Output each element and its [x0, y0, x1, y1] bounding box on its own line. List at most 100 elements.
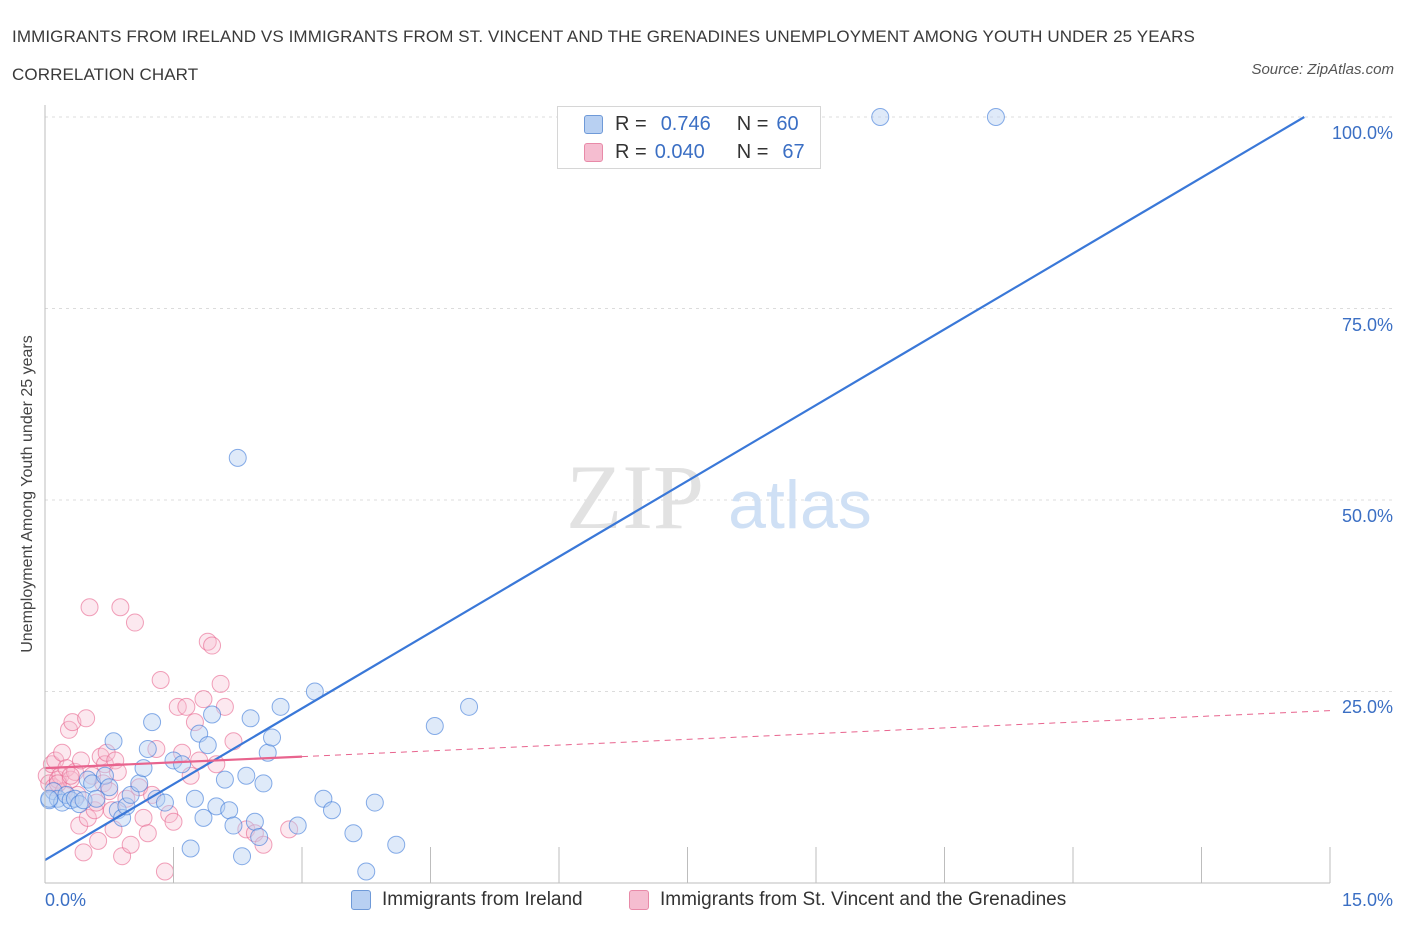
correlation-legend: R = 0.746 N = 60 R = 0.040 N = 67	[557, 106, 821, 169]
ireland-point-14	[104, 732, 123, 751]
grid-lines	[45, 116, 1395, 692]
ireland-point-31	[198, 736, 217, 755]
watermark-zip: ZIP	[566, 446, 704, 548]
ireland-point-20	[134, 759, 153, 778]
legend-r-value-stvincent: 0.040	[654, 140, 705, 163]
ireland-point-54	[387, 835, 406, 854]
series-ireland-points	[40, 108, 1005, 881]
ireland-point-37	[228, 448, 247, 467]
ireland-point-52	[357, 862, 376, 881]
stvincent-point-18	[77, 709, 96, 728]
ireland-point-21	[138, 739, 157, 758]
stvincent-point-19	[78, 808, 97, 827]
bottom-legend-ireland: Immigrants from Ireland	[351, 889, 583, 911]
watermark-atlas: atlas	[728, 467, 872, 543]
ireland-point-45	[263, 728, 282, 747]
ireland-point-12	[95, 766, 114, 785]
ireland-point-25	[164, 751, 183, 770]
stvincent-point-50	[177, 697, 196, 716]
ireland-point-51	[344, 824, 363, 843]
ireland-point-41	[245, 812, 264, 831]
stvincent-point-7	[53, 743, 72, 762]
ireland-point-35	[220, 801, 239, 820]
stvincent-point-54	[194, 690, 213, 709]
legend-r-value-ireland: 0.746	[660, 112, 711, 135]
y-tick-label-50: 50.0%	[1341, 506, 1393, 526]
stvincent-point-12	[63, 713, 82, 732]
ireland-point-26	[173, 755, 192, 774]
ireland-point-16	[113, 808, 132, 827]
chart-title: IMMIGRANTS FROM IRELAND VS IMMIGRANTS FR…	[12, 27, 1195, 84]
ireland-point-43	[254, 774, 273, 793]
ireland-point-8	[74, 791, 93, 810]
stvincent-point-52	[185, 713, 204, 732]
stvincent-point-34	[111, 598, 130, 617]
ireland-point-34	[215, 770, 234, 789]
ireland-point-39	[237, 766, 256, 785]
stvincent-point-37	[121, 835, 140, 854]
bottom-legend-label-ireland: Immigrants from Ireland	[382, 889, 583, 910]
bottom-legend-stvincent: Immigrants from St. Vincent and the Gren…	[629, 889, 1066, 911]
stvincent-point-58	[211, 674, 230, 693]
ireland-point-28	[185, 789, 204, 808]
trend-lines	[44, 116, 1331, 861]
axes	[44, 105, 1331, 884]
ireland-point-36	[224, 816, 243, 835]
stvincent-point-16	[71, 751, 90, 770]
x-tick-label-max: 15.0%	[1341, 890, 1393, 910]
legend-swatch-ireland	[584, 114, 603, 134]
ireland-point-47	[288, 816, 307, 835]
legend-n-value-ireland: 60	[776, 112, 799, 135]
stvincent-point-44	[151, 671, 170, 690]
ireland-point-50	[322, 801, 341, 820]
y-tick-label-25: 25.0%	[1341, 697, 1393, 717]
stvincent-point-56	[203, 636, 222, 655]
ireland-point-58	[986, 108, 1005, 126]
ireland-point-40	[241, 709, 260, 728]
legend-n-label: N =	[736, 140, 769, 163]
ireland-point-46	[271, 697, 290, 716]
legend-swatch-stvincent	[584, 142, 603, 162]
ireland-point-22	[143, 713, 162, 732]
ireland-point-57	[871, 108, 890, 126]
stvincent-point-47	[164, 812, 183, 831]
ireland-point-24	[155, 793, 174, 812]
ireland-point-11	[87, 789, 106, 808]
legend-r-label: R =	[615, 112, 647, 135]
ireland-point-27	[181, 839, 200, 858]
ireland-point-30	[194, 808, 213, 827]
stvincent-trendline-extension	[301, 710, 1331, 758]
legend-n-label: N =	[736, 112, 769, 135]
stvincent-trendline	[44, 755, 303, 770]
stvincent-point-20	[80, 598, 99, 617]
stvincent-point-17	[74, 843, 93, 862]
bottom-legend-swatch-ireland	[351, 890, 371, 910]
stvincent-point-41	[138, 824, 157, 843]
stvincent-point-24	[89, 831, 108, 850]
stvincent-point-66	[61, 766, 80, 785]
ireland-point-59	[40, 789, 59, 808]
stvincent-point-38	[125, 613, 144, 632]
stvincent-point-40	[134, 808, 153, 827]
ireland-trendline	[44, 116, 1305, 861]
x-tick-label-min: 0.0%	[45, 890, 87, 910]
ireland-point-38	[233, 847, 252, 866]
bottom-legend-label-stvincent: Immigrants from St. Vincent and the Gren…	[660, 889, 1067, 910]
legend-r-label: R =	[615, 140, 647, 163]
ireland-point-55	[425, 716, 444, 735]
ireland-point-53	[365, 793, 384, 812]
ireland-point-19	[130, 774, 149, 793]
bottom-legend-swatch-stvincent	[629, 890, 649, 910]
stvincent-point-45	[155, 862, 174, 881]
stvincent-point-60	[224, 732, 243, 751]
chart-source: Source: ZipAtlas.com	[1251, 61, 1394, 78]
y-tick-label-75: 75.0%	[1341, 315, 1393, 335]
y-tick-label-100: 100.0%	[1331, 123, 1393, 143]
stvincent-point-30	[102, 801, 121, 820]
ireland-point-13	[100, 778, 119, 797]
legend-row-ireland: R = 0.746 N = 60	[584, 110, 799, 138]
ireland-point-56	[460, 697, 479, 716]
legend-n-value-stvincent: 67	[782, 140, 805, 163]
ireland-point-32	[203, 705, 222, 724]
